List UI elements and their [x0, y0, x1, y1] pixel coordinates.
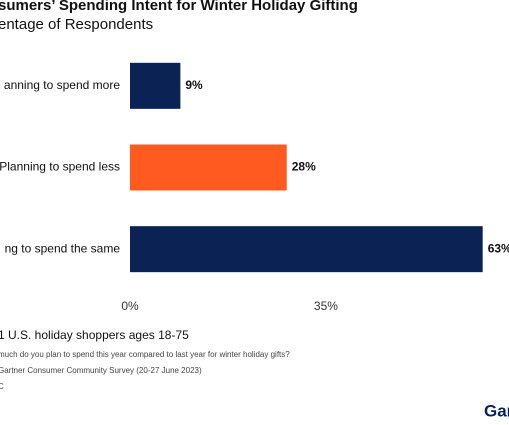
x-tick-label: 0%	[121, 299, 139, 313]
bar	[130, 144, 287, 191]
footnote: C	[0, 382, 4, 391]
value-label: 9%	[185, 78, 203, 92]
category-label: ng to spend the same	[5, 241, 121, 255]
category-label: anning to spend more	[4, 78, 120, 92]
logo: Gar	[484, 401, 509, 420]
x-tick-label: 35%	[314, 299, 338, 313]
footnote: Gartner Consumer Community Survey (20-27…	[0, 366, 202, 375]
chart-subtitle: entage of Respondents	[0, 16, 153, 33]
footnote: much do you plan to spend this year comp…	[0, 350, 290, 359]
chart-title: sumers’ Spending Intent for Winter Holid…	[0, 0, 358, 14]
category-label: Planning to spend less	[0, 160, 120, 174]
value-label: 63%	[488, 241, 509, 255]
bar	[130, 226, 483, 273]
bar	[130, 62, 181, 109]
base-note: 1 U.S. holiday shoppers ages 18-75	[0, 328, 189, 342]
value-label: 28%	[292, 160, 316, 174]
